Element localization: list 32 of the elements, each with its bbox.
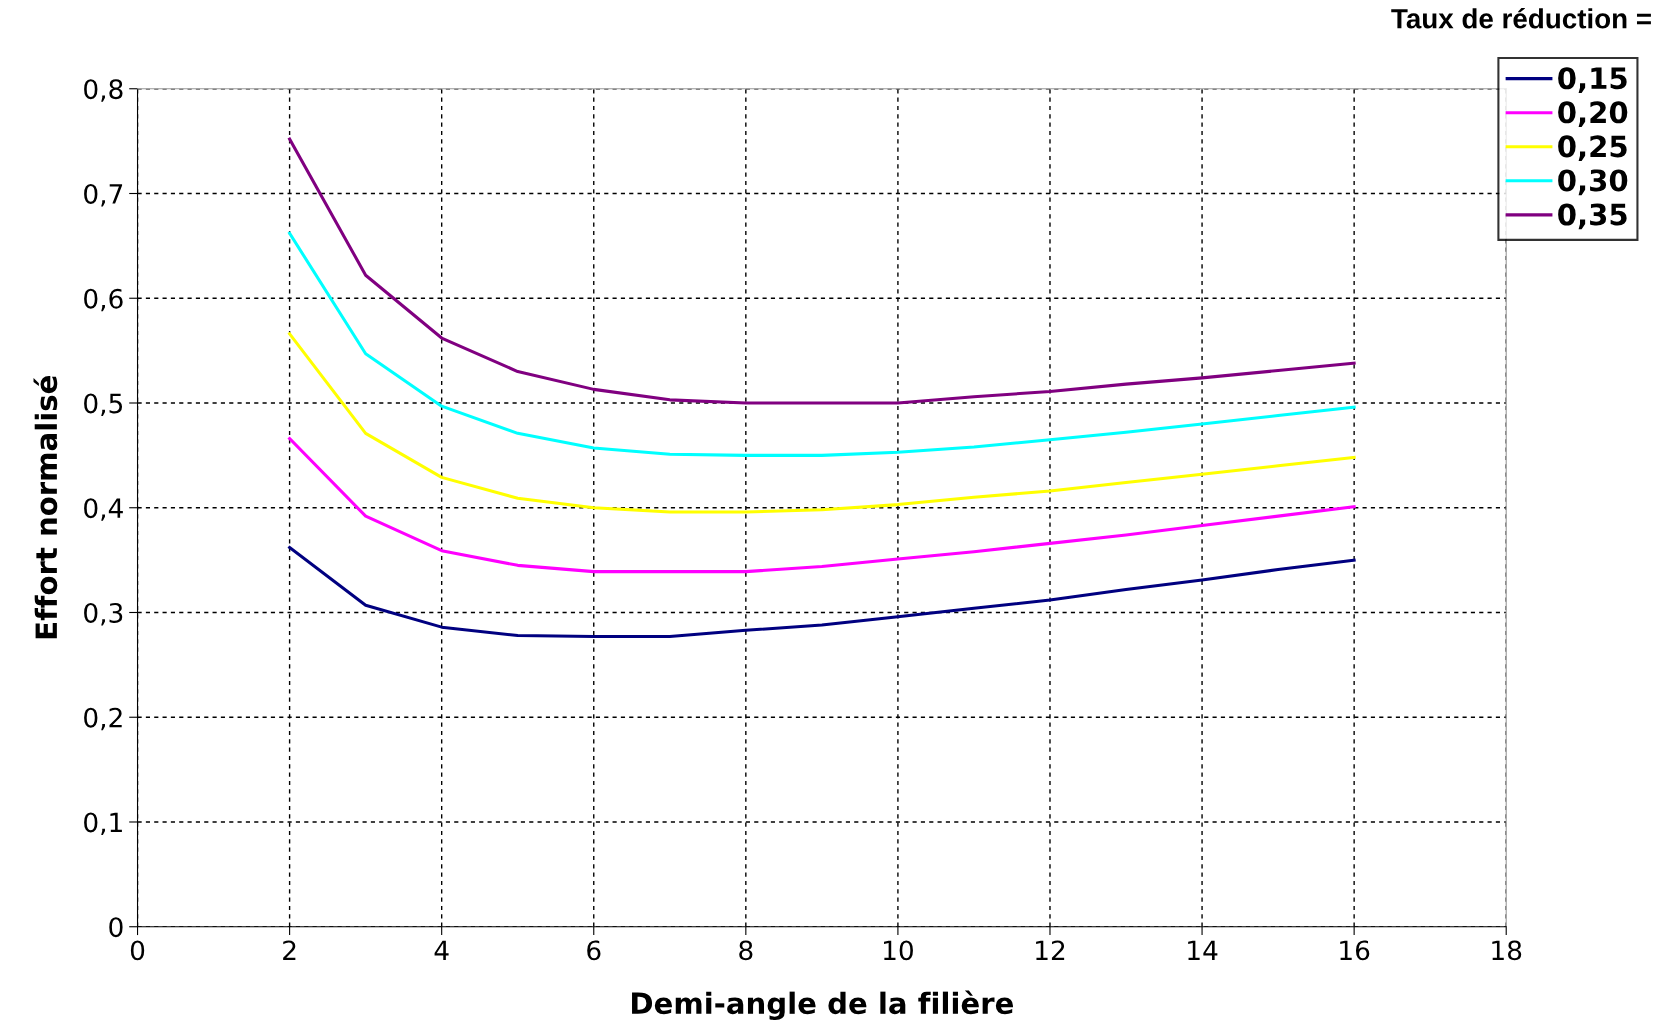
x-tick-label: 18 xyxy=(1492,940,1522,961)
y-tick-label: 0,7 xyxy=(84,183,123,207)
line-series xyxy=(288,437,1356,574)
legend-label: 0,15 xyxy=(1558,67,1627,93)
x-tick-label: 4 xyxy=(434,940,449,960)
x-tick-label: 6 xyxy=(587,940,601,961)
legend-label: 0,30 xyxy=(1558,169,1628,196)
x-tick-label: 0 xyxy=(130,940,145,961)
y-axis-title: Effort normalisé xyxy=(33,376,58,639)
x-tick-label: 16 xyxy=(1340,940,1370,961)
y-tick-label: 0,5 xyxy=(84,393,123,417)
x-axis-title: Demi-angle de la filière xyxy=(632,990,1013,1021)
x-tick-label: 8 xyxy=(739,940,753,961)
x-tick-label: 10 xyxy=(884,940,913,961)
y-tick-label: 0,8 xyxy=(84,79,123,102)
x-tick-label: 2 xyxy=(283,940,296,960)
legend-label: 0,35 xyxy=(1558,203,1627,230)
legend-label: 0,20 xyxy=(1558,101,1628,128)
legend-label: 0,25 xyxy=(1558,135,1627,162)
y-tick-label: 0,4 xyxy=(84,498,123,521)
x-tick-label: 12 xyxy=(1036,940,1065,960)
line-series xyxy=(288,231,1356,457)
y-tick-label: 0 xyxy=(109,917,123,938)
y-tick-label: 0,3 xyxy=(84,602,123,626)
line-series xyxy=(288,137,1356,405)
y-tick-label: 0,6 xyxy=(84,288,123,312)
y-tick-label: 0,2 xyxy=(84,707,122,731)
legend-title: Taux de réduction = xyxy=(1391,7,1651,29)
x-tick-label: 14 xyxy=(1188,940,1218,960)
y-tick-label: 0,1 xyxy=(84,812,122,836)
line-series xyxy=(288,546,1356,639)
line-series xyxy=(288,332,1356,514)
